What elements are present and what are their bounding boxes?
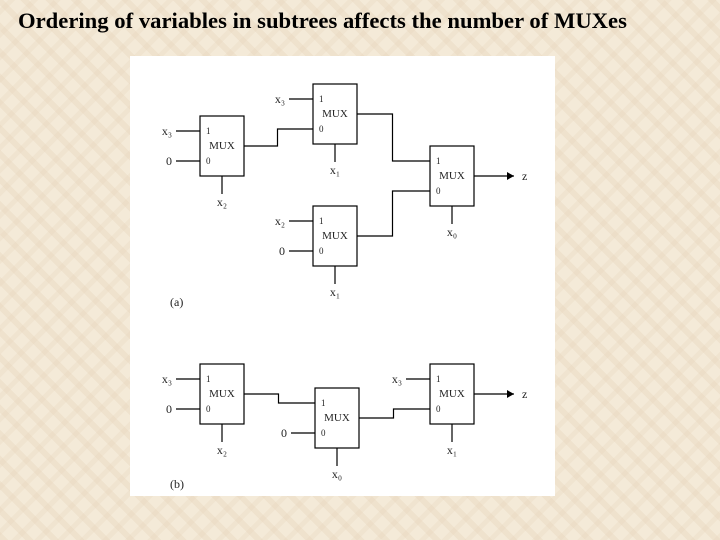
part-label-a: (a) [170,295,183,309]
sel-label-A1: x₂ [217,195,227,209]
pin1-B1: 1 [206,374,211,384]
pin1-B3: 1 [436,374,441,384]
mux-text-B1: MUX [209,388,235,400]
sel-label-B1: x₂ [217,443,227,457]
pin0-A2: 0 [319,124,324,134]
mux-text-A3: MUX [322,230,348,242]
part-a: MUX 1 0 x₃ 0 x₂ MUX 1 0 x₃ x₁ MUX 1 0 x₂ 0 x₁ MUX 1 0 x₀ z (a) [162,84,528,309]
pin0-A4: 0 [436,186,441,196]
in0-label-A3: 0 [279,244,285,258]
arrowhead-B3 [507,390,514,398]
in1-label-A2: x₃ [275,92,285,106]
wire-B1-B2 [266,394,291,403]
in1-label-A1: x₃ [162,124,172,138]
wire-B2-B3 [381,409,406,418]
sel-label-A3: x₁ [330,285,340,299]
part-label-b: (b) [170,477,184,491]
sel-label-A2: x₁ [330,163,340,177]
pin0-A3: 0 [319,246,324,256]
in1-label-A3: x₂ [275,214,285,228]
circuit-svg: MUX 1 0 x₃ 0 x₂ MUX 1 0 x₃ x₁ MUX 1 0 x₂ 0 x₁ MUX 1 0 x₀ z (a)… [130,56,555,496]
figure-canvas: MUX 1 0 x₃ 0 x₂ MUX 1 0 x₃ x₁ MUX 1 0 x₂ 0 x₁ MUX 1 0 x₀ z (a)… [130,56,555,496]
sel-label-B2: x₀ [332,467,342,481]
pin1-A4: 1 [436,156,441,166]
pin0-B2: 0 [321,428,326,438]
out-label-A4: z [522,169,527,183]
part-b: MUX 1 0 x₃ 0 x₂ MUX 1 0 0 x₀ MUX 1 0 x₃ x₁ z (b) [162,364,528,491]
in0-label-B2: 0 [281,426,287,440]
pin0-B1: 0 [206,404,211,414]
pin0-B3: 0 [436,404,441,414]
wire-A2-A4 [379,114,406,161]
in0-label-B1: 0 [166,402,172,416]
in1-label-B3: x₃ [392,372,402,386]
out-label-B3: z [522,387,527,401]
pin1-A1: 1 [206,126,211,136]
pin0-A1: 0 [206,156,211,166]
sel-label-B3: x₁ [447,443,457,457]
mux-text-A4: MUX [439,170,465,182]
wire-A3-A4 [379,191,406,236]
pin1-B2: 1 [321,398,326,408]
mux-text-B2: MUX [324,412,350,424]
mux-text-A1: MUX [209,140,235,152]
page-title: Ordering of variables in subtrees affect… [18,8,627,34]
arrowhead-A4 [507,172,514,180]
in0-label-A1: 0 [166,154,172,168]
mux-text-B3: MUX [439,388,465,400]
pin1-A3: 1 [319,216,324,226]
pin1-A2: 1 [319,94,324,104]
sel-label-A4: x₀ [447,225,457,239]
in1-label-B1: x₃ [162,372,172,386]
wire-A1-A2 [266,129,289,146]
mux-text-A2: MUX [322,108,348,120]
